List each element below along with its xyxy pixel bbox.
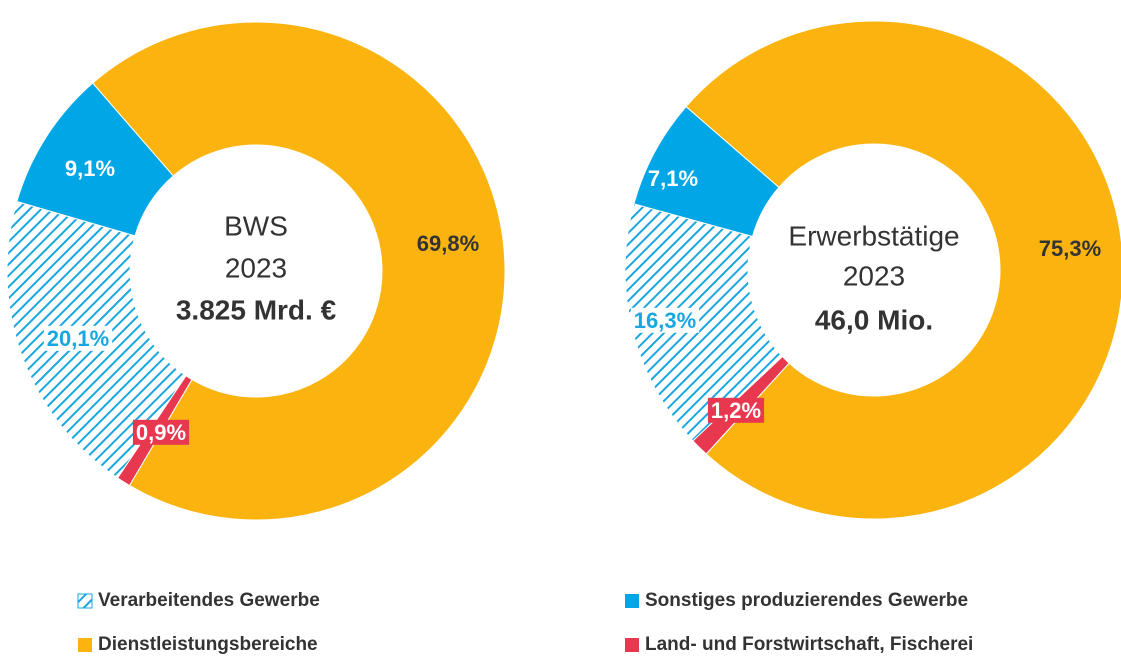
data-label: 7,1% bbox=[648, 166, 698, 191]
donut-segment bbox=[91, 21, 506, 521]
data-label: 16,3% bbox=[634, 308, 696, 333]
data-label-group: 9,1% bbox=[65, 156, 115, 181]
center-text: 2023 bbox=[225, 252, 287, 283]
legend-swatch bbox=[625, 638, 639, 652]
donut-segment bbox=[633, 105, 780, 238]
data-label: 20,1% bbox=[47, 326, 109, 351]
center-text: 46,0 Mio. bbox=[815, 304, 933, 335]
center-text: 3.825 Mrd. € bbox=[176, 294, 337, 325]
data-label: 75,3% bbox=[1039, 236, 1101, 261]
label-box bbox=[630, 307, 700, 333]
center-text: 2023 bbox=[843, 260, 905, 291]
data-label: 9,1% bbox=[65, 156, 115, 181]
label-box bbox=[707, 397, 765, 423]
donut-segment bbox=[685, 20, 1121, 520]
data-label: 1,2% bbox=[711, 398, 761, 423]
data-label-group: 69,8% bbox=[417, 231, 479, 256]
data-label: 69,8% bbox=[417, 231, 479, 256]
data-label-group: 20,1% bbox=[43, 325, 113, 351]
data-label-group: 7,1% bbox=[648, 166, 698, 191]
donut-segment bbox=[624, 203, 784, 442]
legend-label: Verarbeitendes Gewerbe bbox=[98, 590, 320, 611]
legend-label: Land- und Forstwirtschaft, Fischerei bbox=[645, 634, 973, 655]
legend-label: Sonstiges produzierendes Gewerbe bbox=[645, 590, 968, 611]
donut-segment bbox=[16, 82, 175, 237]
data-label-group: 16,3% bbox=[630, 307, 700, 333]
legend-label: Dienstleistungsbereiche bbox=[98, 634, 318, 655]
data-label-group: 75,3% bbox=[1039, 236, 1101, 261]
legend-swatch bbox=[78, 638, 92, 652]
label-box bbox=[43, 325, 113, 351]
legend-swatch bbox=[77, 593, 93, 609]
center-text: BWS bbox=[224, 210, 288, 241]
legend-swatch bbox=[625, 594, 639, 608]
data-label-group: 1,2% bbox=[707, 397, 765, 423]
label-box bbox=[132, 419, 190, 445]
data-label: 0,9% bbox=[136, 420, 186, 445]
data-label-group: 0,9% bbox=[132, 419, 190, 445]
center-text: Erwerbstätige bbox=[788, 220, 959, 251]
